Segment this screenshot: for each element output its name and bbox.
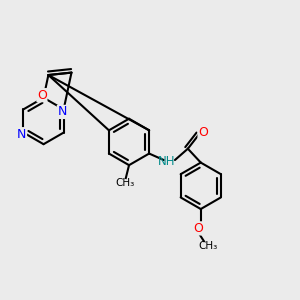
- Text: N: N: [17, 128, 26, 141]
- Text: N: N: [57, 105, 67, 119]
- Text: NH: NH: [158, 155, 175, 168]
- Text: O: O: [193, 222, 203, 235]
- Text: CH₃: CH₃: [198, 241, 218, 251]
- Text: O: O: [37, 89, 47, 102]
- Text: CH₃: CH₃: [116, 178, 135, 188]
- Text: O: O: [198, 126, 208, 139]
